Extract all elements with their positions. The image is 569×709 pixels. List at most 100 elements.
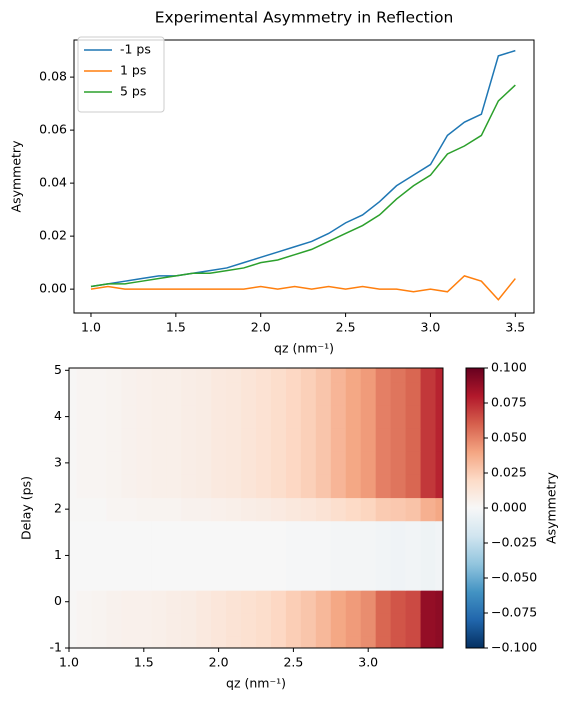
heatmap-cell xyxy=(226,636,242,648)
heatmap-cell xyxy=(345,381,362,406)
heatmap-cell xyxy=(435,636,443,648)
heatmap-cell xyxy=(315,613,332,637)
heatmap-cell xyxy=(91,405,107,429)
heatmap-cell xyxy=(166,451,182,475)
colorbar-label: Asymmetry xyxy=(544,471,559,544)
heatmap-cell xyxy=(330,428,347,452)
heatmap-cell xyxy=(121,567,137,591)
heatmap-cell xyxy=(285,613,302,637)
heatmap-cell xyxy=(241,543,257,568)
heatmap-cell xyxy=(375,405,392,429)
heatmap-cell xyxy=(196,590,212,614)
heatmap-cell xyxy=(435,474,443,499)
y-tick-label: 1 xyxy=(54,547,62,562)
heatmap-cell xyxy=(315,428,332,452)
heatmap-cell xyxy=(330,636,347,648)
heatmap-cell xyxy=(181,405,197,429)
x-tick-label: 2.0 xyxy=(251,320,271,335)
heatmap-cell xyxy=(151,381,167,406)
heatmap-cell xyxy=(69,520,77,545)
heatmap-cell xyxy=(121,613,137,637)
heatmap-cell xyxy=(360,543,377,568)
heatmap-cell xyxy=(420,636,437,648)
heatmap-cell xyxy=(241,405,257,429)
heatmap-cell xyxy=(241,451,257,475)
heatmap-cell xyxy=(270,405,287,429)
x-tick-label: 3.5 xyxy=(505,320,525,335)
heatmap-cell xyxy=(285,428,302,452)
heatmap-cell xyxy=(151,567,167,591)
heatmap-cell xyxy=(270,474,287,499)
heatmap-cell xyxy=(285,543,302,568)
x-tick-label: 2.0 xyxy=(209,655,229,670)
heatmap-cell xyxy=(241,428,257,452)
heatmap-cell xyxy=(315,543,332,568)
heatmap-cell xyxy=(211,567,227,591)
x-tick-label: 3.0 xyxy=(358,655,378,670)
heatmap-cell xyxy=(106,381,122,406)
heatmap-cell xyxy=(300,451,317,475)
heatmap-cell xyxy=(211,474,227,499)
heatmap-cell xyxy=(181,381,197,406)
heatmap-cell xyxy=(345,451,362,475)
heatmap-cell xyxy=(166,368,182,383)
colorbar-tick-label: −0.100 xyxy=(491,640,537,655)
heatmap-cell xyxy=(405,590,422,614)
heatmap-cell xyxy=(91,381,107,406)
heatmap-cell xyxy=(315,590,332,614)
colorbar-tick-label: 0.050 xyxy=(491,430,527,445)
heatmap-cell xyxy=(226,381,242,406)
legend-label: -1 ps xyxy=(120,42,151,57)
heatmap-cell xyxy=(196,520,212,545)
heatmap-cell xyxy=(106,613,122,637)
heatmap-cell xyxy=(405,381,422,406)
heatmap-cell xyxy=(226,567,242,591)
heatmap-cell xyxy=(181,613,197,637)
heatmap-cell xyxy=(241,590,257,614)
heatmap-cell xyxy=(211,497,227,522)
heatmap-cell xyxy=(196,543,212,568)
heatmap-cell xyxy=(106,405,122,429)
colorbar-tick-label: 0.075 xyxy=(491,395,527,410)
heatmap-cell xyxy=(69,381,77,406)
heatmap-cell xyxy=(270,381,287,406)
heatmap-cell xyxy=(69,543,77,568)
y-tick-label: 0.02 xyxy=(39,228,67,243)
heatmap-cell xyxy=(315,520,332,545)
heatmap-cell xyxy=(405,428,422,452)
heatmap-cell xyxy=(360,368,377,383)
x-axis-label: qz (nm⁻¹) xyxy=(226,676,286,691)
heatmap-cell xyxy=(330,520,347,545)
heatmap-cell xyxy=(76,451,92,475)
heatmap-cell xyxy=(76,613,92,637)
heatmap-cell xyxy=(420,451,437,475)
heatmap-cell xyxy=(211,590,227,614)
heatmap-cell xyxy=(211,636,227,648)
heatmap-cell xyxy=(69,590,77,614)
heatmap-cell xyxy=(345,567,362,591)
heatmap-cell xyxy=(390,451,407,475)
heatmap-cell xyxy=(76,636,92,648)
heatmap-cell xyxy=(270,567,287,591)
y-tick-label: 4 xyxy=(54,408,62,423)
heatmap-cell xyxy=(121,428,137,452)
heatmap-cell xyxy=(151,428,167,452)
heatmap-cell xyxy=(405,636,422,648)
heatmap-cell xyxy=(241,474,257,499)
heatmap-cells xyxy=(69,368,443,648)
heatmap-cell xyxy=(360,613,377,637)
heatmap-cell xyxy=(390,381,407,406)
heatmap-cell xyxy=(270,428,287,452)
y-tick-label: 0.06 xyxy=(39,122,67,137)
heatmap-cell xyxy=(300,474,317,499)
heatmap-cell xyxy=(360,567,377,591)
heatmap-cell xyxy=(345,405,362,429)
heatmap-cell xyxy=(196,428,212,452)
heatmap-cell xyxy=(300,636,317,648)
series-line xyxy=(90,275,516,301)
heatmap-cell xyxy=(226,520,242,545)
heatmap-cell xyxy=(121,405,137,429)
heatmap-cell xyxy=(435,520,443,545)
heatmap-cell xyxy=(330,381,347,406)
heatmap-cell xyxy=(76,428,92,452)
